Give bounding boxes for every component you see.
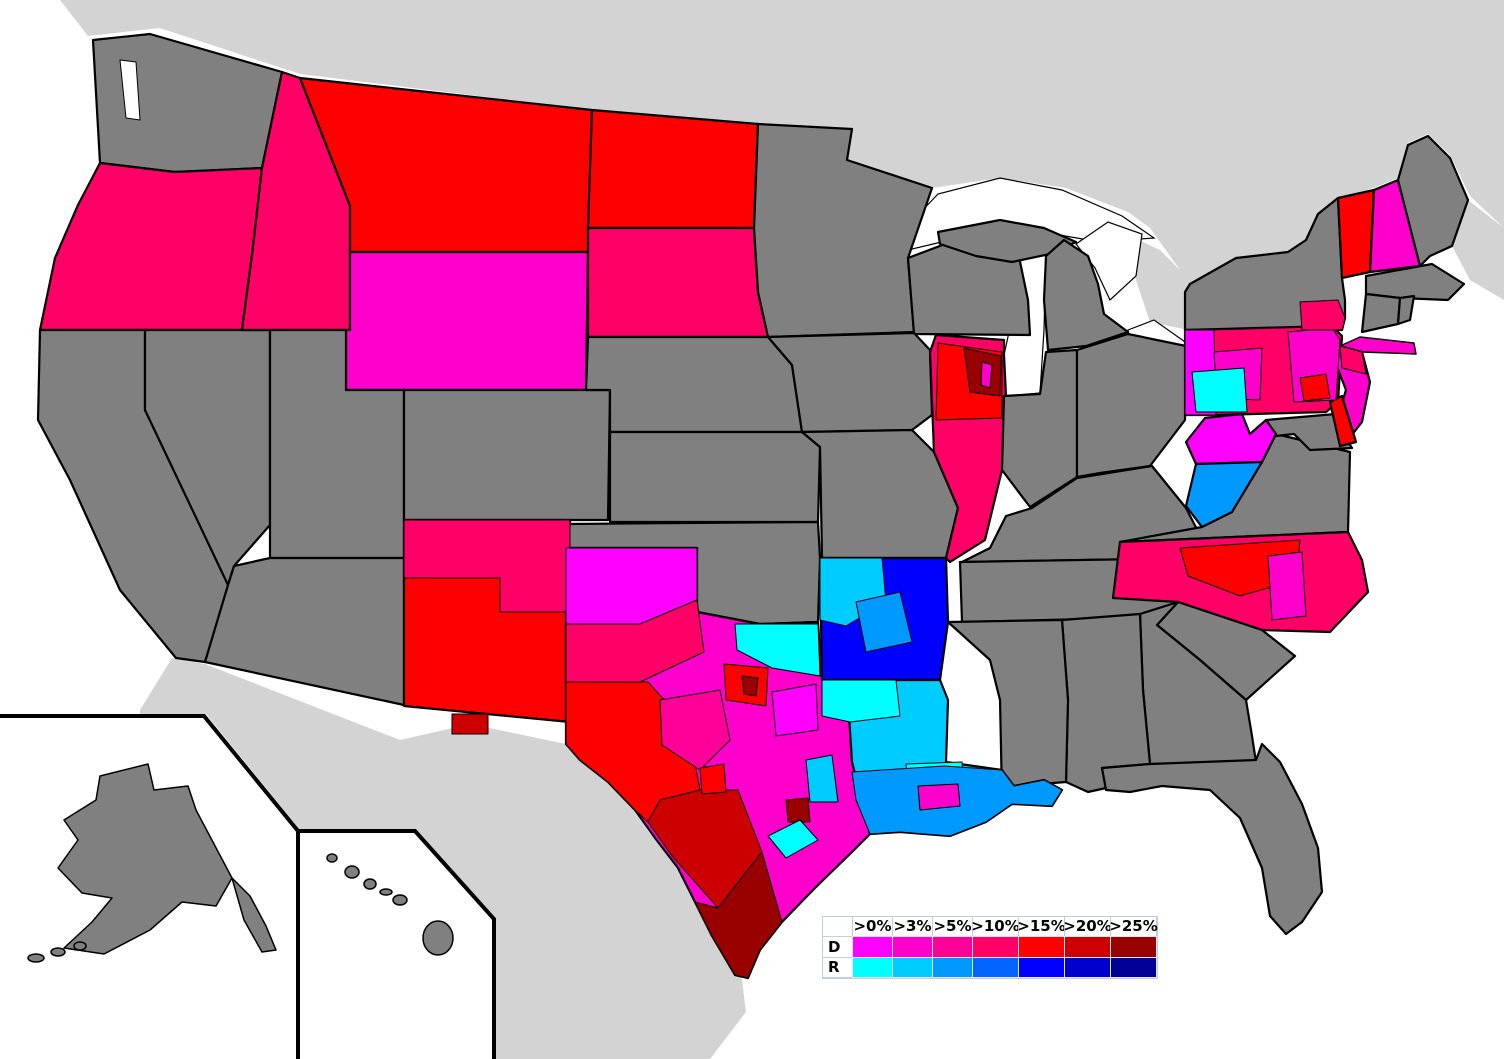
state-wyoming: [344, 250, 590, 392]
legend-threshold: >3%: [892, 916, 933, 937]
puget-sound: [119, 59, 141, 121]
canada-landmass: [60, 0, 1504, 284]
district-chicago-lakefront: [980, 361, 993, 389]
district-new-mexico-north: [403, 519, 571, 613]
legend-swatch-d: [972, 936, 1019, 958]
state-oregon: [38, 161, 264, 332]
district-new-orleans: [917, 783, 961, 811]
legend-threshold: >15%: [1017, 916, 1066, 937]
district-new-jersey-north: [1339, 345, 1367, 375]
state-vermont: [1336, 188, 1376, 280]
hawaii-inset-box: [300, 830, 496, 1059]
district-texas-gulf-coast: [767, 819, 819, 859]
district-texas-central: [659, 689, 731, 771]
state-south-dakota: [586, 226, 770, 339]
legend-row-label-d: D: [822, 936, 853, 958]
hawaii-island-kauai: [344, 865, 360, 879]
hawaii-island-maui: [392, 894, 408, 906]
state-nebraska: [584, 335, 804, 434]
legend-swatch-d: [932, 936, 973, 958]
state-michigan-lower: [1042, 238, 1130, 352]
district-louisiana-north: [821, 679, 901, 723]
district-pennsylvania-southwest: [1191, 367, 1248, 413]
district-texas-dallas-core: [741, 675, 759, 697]
legend-swatch-r: [972, 957, 1019, 978]
hawaii-island-niihau: [326, 853, 338, 863]
legend-threshold: >10%: [971, 916, 1020, 937]
district-north-carolina-southeast: [1267, 551, 1307, 621]
district-texas-rio-grande: [694, 851, 783, 979]
state-kansas: [608, 430, 822, 524]
aleutian-island: [50, 947, 66, 957]
legend-corner: [822, 916, 853, 937]
state-rhode-island: [1396, 294, 1416, 326]
aleutian-island: [73, 941, 87, 951]
aleutian-island: [27, 953, 45, 963]
legend-swatch-r: [1018, 957, 1065, 978]
state-west-virginia-north: [1184, 412, 1278, 466]
legend-swatch-r: [892, 957, 933, 978]
hawaii-inset-border: [298, 829, 496, 1059]
canada-maritimes: [1452, 200, 1504, 300]
state-ohio: [1075, 332, 1188, 479]
legend-swatch-d: [892, 936, 933, 958]
district-texas-east: [771, 683, 819, 737]
legend-swatch-d: [1110, 936, 1157, 958]
state-alaska: [57, 763, 233, 955]
district-pennsylvania-southeast: [1299, 373, 1331, 402]
district-texas-south: [647, 789, 763, 909]
legend: >0% >3% >5% >10% >15% >20% >25% D R: [822, 916, 1158, 979]
district-texas-el-paso: [451, 713, 489, 735]
hawaii-island-oahu: [363, 878, 377, 890]
state-florida: [1100, 742, 1324, 936]
district-new-york-southeast: [1299, 299, 1346, 331]
district-texas-austin: [699, 763, 727, 795]
hawaii-island-big-island: [422, 920, 454, 956]
state-connecticut: [1360, 292, 1402, 334]
district-arkansas-central: [855, 591, 913, 653]
lake-huron: [1075, 221, 1143, 301]
legend-threshold: >0%: [852, 916, 893, 937]
legend-swatch-d: [1064, 936, 1111, 958]
district-texas-southeast: [805, 754, 839, 803]
legend-row-label-r: R: [822, 957, 853, 978]
alaska-panhandle: [231, 877, 277, 953]
state-maine: [1396, 134, 1470, 268]
legend-swatch-d: [852, 936, 893, 958]
legend-swatch-r: [1110, 957, 1157, 978]
legend-threshold: >25%: [1109, 916, 1158, 937]
legend-swatch-d: [1018, 936, 1065, 958]
state-north-dakota: [586, 108, 760, 230]
state-delaware: [1328, 394, 1358, 448]
legend-threshold: >5%: [932, 916, 973, 937]
legend-threshold: >20%: [1063, 916, 1112, 937]
district-texas-northeast: [734, 623, 821, 677]
alaska-inset-border: [0, 714, 300, 1059]
legend-swatch-r: [852, 957, 893, 978]
legend-swatch-r: [932, 957, 973, 978]
district-texas-houston: [785, 797, 811, 823]
state-iowa: [766, 331, 934, 434]
state-west-virginia-south: [1184, 460, 1264, 529]
legend-swatch-r: [1064, 957, 1111, 978]
state-colorado: [402, 388, 612, 522]
canada-ontario-peninsula: [1130, 236, 1196, 330]
hawaii-island-molokai: [379, 888, 393, 896]
